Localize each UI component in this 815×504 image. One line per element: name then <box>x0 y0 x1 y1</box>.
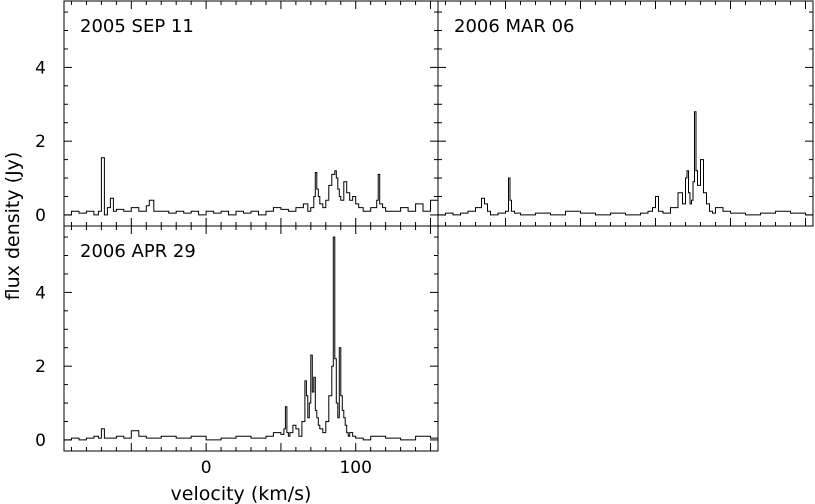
y-tick-label: 2 <box>35 132 46 152</box>
spectrum-line <box>438 111 814 216</box>
x-tick-label: 0 <box>201 458 212 478</box>
y-tick-label: 4 <box>35 283 46 303</box>
y-tick-label: 2 <box>35 357 46 377</box>
y-tick-label: 0 <box>35 431 46 451</box>
y-axis-label: flux density (Jy) <box>2 152 24 301</box>
x-tick-label: 100 <box>339 458 371 478</box>
panel-title: 2005 SEP 11 <box>80 16 194 37</box>
panel-title: 2006 MAR 06 <box>454 16 575 37</box>
spectrum-line <box>64 236 439 441</box>
spectrum-line <box>64 157 439 216</box>
y-tick-label: 4 <box>35 58 46 78</box>
y-tick-label: 0 <box>35 206 46 226</box>
x-axis-label: velocity (km/s) <box>171 483 312 504</box>
panel-title: 2006 APR 29 <box>80 241 196 262</box>
